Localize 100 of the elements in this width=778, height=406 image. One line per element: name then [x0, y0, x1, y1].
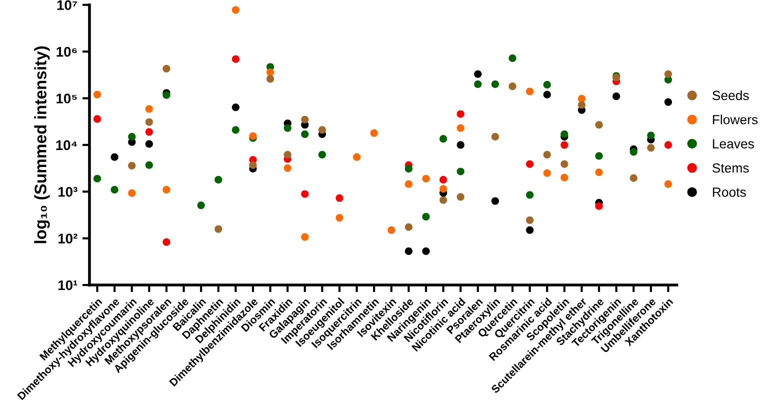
point — [526, 191, 534, 199]
point — [560, 174, 568, 182]
point — [595, 202, 603, 210]
point — [404, 164, 412, 172]
point — [197, 201, 205, 210]
y-tick-label: 10⁵ — [56, 94, 77, 104]
point — [128, 189, 136, 197]
point — [526, 226, 534, 234]
point — [145, 105, 153, 113]
point — [214, 225, 222, 233]
point — [560, 141, 568, 149]
point — [232, 6, 240, 14]
point — [145, 161, 153, 169]
point — [439, 135, 448, 143]
point — [422, 247, 430, 255]
point — [508, 82, 516, 90]
point — [145, 140, 153, 148]
point — [301, 116, 309, 124]
point — [456, 193, 464, 201]
point — [491, 80, 499, 88]
point — [456, 124, 464, 132]
point — [456, 141, 464, 149]
point — [284, 164, 292, 172]
point — [162, 186, 170, 194]
point — [336, 214, 344, 222]
point — [543, 150, 551, 158]
point — [474, 70, 482, 78]
point — [560, 130, 568, 138]
point — [145, 118, 153, 126]
point — [110, 186, 118, 194]
point — [595, 121, 603, 129]
point — [526, 160, 534, 168]
point — [595, 168, 603, 176]
point — [266, 68, 274, 76]
point — [439, 184, 448, 193]
legend-label: Seeds — [712, 90, 749, 100]
point — [439, 176, 448, 184]
point — [404, 223, 412, 231]
point — [162, 238, 170, 246]
point — [318, 126, 326, 134]
point — [612, 92, 620, 100]
point — [301, 130, 309, 138]
legend-label: Stems — [712, 163, 749, 173]
point — [595, 152, 603, 160]
point — [543, 169, 551, 177]
point — [232, 104, 240, 112]
legend-label: Roots — [712, 188, 746, 197]
point — [301, 190, 309, 198]
point — [128, 132, 136, 141]
point — [526, 88, 534, 96]
point — [404, 180, 412, 188]
point — [249, 161, 257, 169]
point — [543, 80, 551, 89]
point — [318, 150, 326, 158]
point — [388, 226, 396, 234]
point — [422, 174, 430, 182]
point — [284, 124, 292, 132]
y-tick-label: 10² — [58, 234, 78, 244]
legend-label: Flowers — [712, 114, 758, 124]
legend-label: Leaves — [712, 139, 754, 148]
y-tick-label: 10³ — [58, 186, 78, 197]
point — [664, 98, 672, 106]
point — [491, 132, 499, 141]
point — [491, 197, 499, 205]
point — [93, 115, 102, 123]
point — [543, 90, 551, 98]
point — [128, 162, 136, 170]
y-tick-label: 10⁴ — [56, 140, 77, 150]
point — [647, 132, 655, 140]
point — [404, 247, 412, 255]
y-tick-label: 10⁶ — [56, 46, 77, 57]
point — [560, 160, 568, 168]
y-tick-label: 10¹ — [58, 280, 78, 290]
point — [508, 54, 516, 62]
point — [232, 126, 240, 134]
point — [664, 70, 672, 78]
point — [93, 90, 102, 98]
point — [162, 64, 170, 72]
point — [439, 196, 448, 204]
point — [526, 216, 534, 224]
point — [664, 141, 672, 149]
point — [336, 194, 344, 202]
point — [456, 168, 464, 176]
point — [284, 150, 292, 158]
point — [232, 55, 240, 63]
point — [110, 153, 118, 161]
point — [370, 129, 378, 137]
point — [266, 75, 274, 83]
point — [352, 153, 361, 161]
point — [214, 176, 222, 184]
point — [301, 233, 309, 241]
point — [630, 174, 638, 182]
point — [456, 110, 464, 118]
point — [422, 212, 430, 221]
y-tick-label: 10⁷ — [57, 0, 78, 10]
point — [630, 148, 638, 156]
point — [578, 101, 586, 109]
point — [474, 80, 482, 88]
y-axis-title: log₁₀ (Summed intensity) — [34, 46, 50, 244]
point — [145, 128, 153, 136]
